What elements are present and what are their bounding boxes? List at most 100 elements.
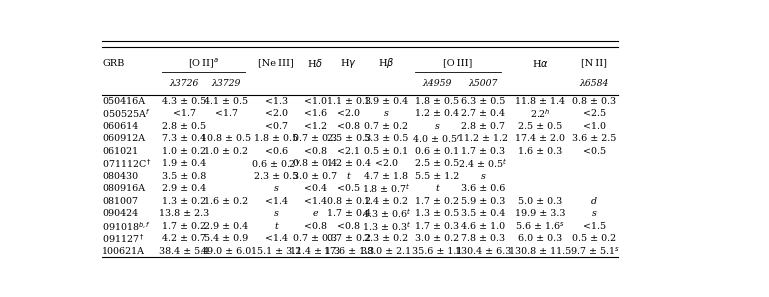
Text: 4.0 ± 0.5$^{r}$: 4.0 ± 0.5$^{r}$ [412, 133, 461, 145]
Text: 3.6 ± 2.5: 3.6 ± 2.5 [572, 134, 617, 143]
Text: 080916A: 080916A [102, 184, 145, 193]
Text: 1.0 ± 0.2: 1.0 ± 0.2 [204, 147, 248, 156]
Text: 2.4 ± 0.5$^{t}$: 2.4 ± 0.5$^{t}$ [458, 157, 508, 170]
Text: 2.2$^{h}$: 2.2$^{h}$ [530, 108, 551, 120]
Text: <0.8: <0.8 [304, 147, 327, 156]
Text: s: s [434, 122, 439, 131]
Text: 080430: 080430 [102, 172, 138, 181]
Text: 0.5 ± 0.1: 0.5 ± 0.1 [365, 147, 408, 156]
Text: 1.4 ± 0.2: 1.4 ± 0.2 [365, 197, 408, 206]
Text: <0.5: <0.5 [583, 147, 606, 156]
Text: <0.8: <0.8 [338, 222, 361, 231]
Text: 2.3 ± 0.2: 2.3 ± 0.2 [365, 234, 408, 243]
Text: 19.9 ± 3.3: 19.9 ± 3.3 [515, 209, 565, 218]
Text: 0.6 ± 0.1: 0.6 ± 0.1 [415, 147, 459, 156]
Text: 050525A$^{f}$: 050525A$^{f}$ [102, 108, 151, 120]
Text: <1.4: <1.4 [304, 197, 327, 206]
Text: 4.1 ± 0.5: 4.1 ± 0.5 [204, 97, 248, 106]
Text: 090424: 090424 [102, 209, 138, 218]
Text: 1.6 ± 0.3: 1.6 ± 0.3 [518, 147, 562, 156]
Text: 38.0 ± 2.1: 38.0 ± 2.1 [361, 247, 411, 256]
Text: 10.8 ± 0.5: 10.8 ± 0.5 [201, 134, 251, 143]
Text: s: s [274, 209, 278, 218]
Text: 0.6 ± 0.2$^{v}$: 0.6 ± 0.2$^{v}$ [251, 158, 301, 170]
Text: 1.3 ± 0.5: 1.3 ± 0.5 [415, 209, 459, 218]
Text: 1.7 ± 0.2: 1.7 ± 0.2 [162, 222, 206, 231]
Text: λ6584: λ6584 [580, 79, 609, 88]
Text: 2.5 ± 0.5: 2.5 ± 0.5 [415, 159, 459, 168]
Text: 3.0 ± 0.2: 3.0 ± 0.2 [415, 234, 459, 243]
Text: 1.0 ± 0.2: 1.0 ± 0.2 [162, 147, 206, 156]
Text: 071112C$^\dagger$: 071112C$^\dagger$ [102, 157, 152, 170]
Text: 1.7 ± 0.3: 1.7 ± 0.3 [415, 222, 459, 231]
Text: 4.2 ± 0.7: 4.2 ± 0.7 [162, 234, 206, 243]
Text: d: d [591, 197, 598, 206]
Text: <1.2: <1.2 [304, 122, 327, 131]
Text: s: s [481, 172, 485, 181]
Text: <1.7: <1.7 [173, 109, 196, 118]
Text: 15.1 ± 3.2: 15.1 ± 3.2 [251, 247, 301, 256]
Text: 1.9 ± 0.4: 1.9 ± 0.4 [365, 97, 408, 106]
Text: 1.6 ± 0.2: 1.6 ± 0.2 [204, 197, 248, 206]
Text: 1.9 ± 0.4: 1.9 ± 0.4 [162, 159, 206, 168]
Text: 13.8 ± 2.3: 13.8 ± 2.3 [159, 209, 209, 218]
Text: λ3729: λ3729 [211, 79, 241, 88]
Text: <1.3: <1.3 [265, 97, 288, 106]
Text: 3.0 ± 0.7: 3.0 ± 0.7 [294, 172, 338, 181]
Text: 081007: 081007 [102, 197, 138, 206]
Text: λ5007: λ5007 [468, 79, 498, 88]
Text: 38.4 ± 5.4: 38.4 ± 5.4 [159, 247, 209, 256]
Text: 3.5 ± 0.8: 3.5 ± 0.8 [162, 172, 206, 181]
Text: 7.3 ± 0.4: 7.3 ± 0.4 [162, 134, 206, 143]
Text: 1.2 ± 0.4: 1.2 ± 0.4 [415, 109, 459, 118]
Text: 0.8 ± 0.3: 0.8 ± 0.3 [572, 97, 617, 106]
Text: <1.7: <1.7 [215, 109, 238, 118]
Text: 1.8 ± 0.5: 1.8 ± 0.5 [415, 97, 459, 106]
Text: 6.0 ± 0.3: 6.0 ± 0.3 [518, 234, 562, 243]
Text: 5.6 ± 1.6$^{s}$: 5.6 ± 1.6$^{s}$ [515, 220, 565, 232]
Text: 100621A: 100621A [102, 247, 145, 256]
Text: s: s [592, 209, 597, 218]
Text: 060614: 060614 [102, 122, 138, 131]
Text: <1.5: <1.5 [583, 222, 606, 231]
Text: 5.0 ± 0.3: 5.0 ± 0.3 [518, 197, 562, 206]
Text: H$\beta$: H$\beta$ [378, 56, 394, 70]
Text: <0.8: <0.8 [338, 122, 361, 131]
Text: 1.3 ± 0.2: 1.3 ± 0.2 [162, 197, 206, 206]
Text: <1.4: <1.4 [265, 197, 288, 206]
Text: <2.0: <2.0 [338, 109, 361, 118]
Text: 1.3 ± 0.3$^{t}$: 1.3 ± 0.3$^{t}$ [362, 220, 411, 233]
Text: 4.6 ± 1.0: 4.6 ± 1.0 [461, 222, 505, 231]
Text: 1.1 ± 0.3: 1.1 ± 0.3 [327, 97, 371, 106]
Text: <0.5: <0.5 [338, 184, 361, 193]
Text: <0.7: <0.7 [265, 122, 288, 131]
Text: 1.7 ± 0.2: 1.7 ± 0.2 [415, 197, 459, 206]
Text: 1.7 ± 0.3: 1.7 ± 0.3 [461, 147, 505, 156]
Text: 130.4 ± 6.3: 130.4 ± 6.3 [454, 247, 511, 256]
Text: 49.0 ± 6.0: 49.0 ± 6.0 [201, 247, 251, 256]
Text: 11.4 ± 1.3: 11.4 ± 1.3 [291, 247, 341, 256]
Text: 1.2 ± 0.4: 1.2 ± 0.4 [327, 159, 371, 168]
Text: 061021: 061021 [102, 147, 138, 156]
Text: 5.5 ± 1.2: 5.5 ± 1.2 [415, 172, 459, 181]
Text: 0.7 ± 0.3: 0.7 ± 0.3 [294, 134, 338, 143]
Text: <1.6: <1.6 [304, 109, 327, 118]
Text: [O III]: [O III] [443, 59, 473, 68]
Text: GRB: GRB [102, 59, 125, 68]
Text: 2.8 ± 0.5: 2.8 ± 0.5 [162, 122, 206, 131]
Text: H$\gamma$: H$\gamma$ [341, 57, 357, 69]
Text: 1.7 ± 0.4: 1.7 ± 0.4 [327, 209, 371, 218]
Text: 050416A: 050416A [102, 97, 145, 106]
Text: s: s [274, 184, 278, 193]
Text: 3.6 ± 0.6: 3.6 ± 0.6 [461, 184, 505, 193]
Text: <1.0: <1.0 [304, 97, 327, 106]
Text: s: s [384, 109, 389, 118]
Text: <1.0: <1.0 [583, 122, 606, 131]
Text: 2.3 ± 0.5: 2.3 ± 0.5 [254, 172, 298, 181]
Text: 17.6 ± 1.3: 17.6 ± 1.3 [324, 247, 374, 256]
Text: 11.8 ± 1.4: 11.8 ± 1.4 [515, 97, 565, 106]
Text: 3.5 ± 0.4: 3.5 ± 0.4 [461, 209, 505, 218]
Text: 17.4 ± 2.0: 17.4 ± 2.0 [515, 134, 565, 143]
Text: 091018$^{b,f}$: 091018$^{b,f}$ [102, 220, 151, 233]
Text: λ3726: λ3726 [170, 79, 199, 88]
